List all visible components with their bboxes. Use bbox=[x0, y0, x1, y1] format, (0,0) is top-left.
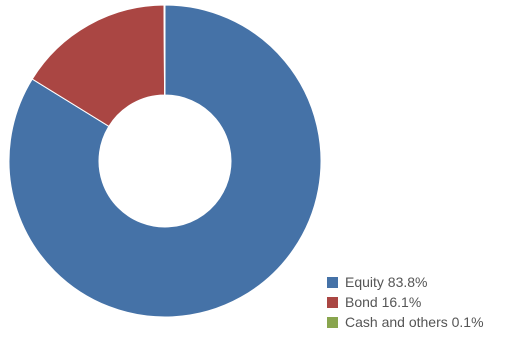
legend: Equity 83.8% Bond 16.1% Cash and others … bbox=[327, 272, 515, 332]
legend-item-equity: Equity 83.8% bbox=[327, 272, 515, 292]
legend-label-bond: Bond 16.1% bbox=[345, 294, 422, 310]
legend-label-equity: Equity 83.8% bbox=[345, 274, 428, 290]
legend-label-cash-and-others: Cash and others 0.1% bbox=[345, 314, 484, 330]
slice-equity bbox=[8, 4, 322, 318]
legend-swatch-bond bbox=[327, 296, 338, 308]
donut-slices bbox=[8, 4, 322, 318]
legend-swatch-equity bbox=[327, 276, 338, 288]
legend-swatch-cash-and-others bbox=[327, 316, 338, 328]
slice-bond bbox=[31, 4, 166, 127]
legend-item-bond: Bond 16.1% bbox=[327, 292, 515, 312]
legend-item-cash-and-others: Cash and others 0.1% bbox=[327, 312, 515, 332]
slice-cash-and-others bbox=[163, 4, 166, 96]
